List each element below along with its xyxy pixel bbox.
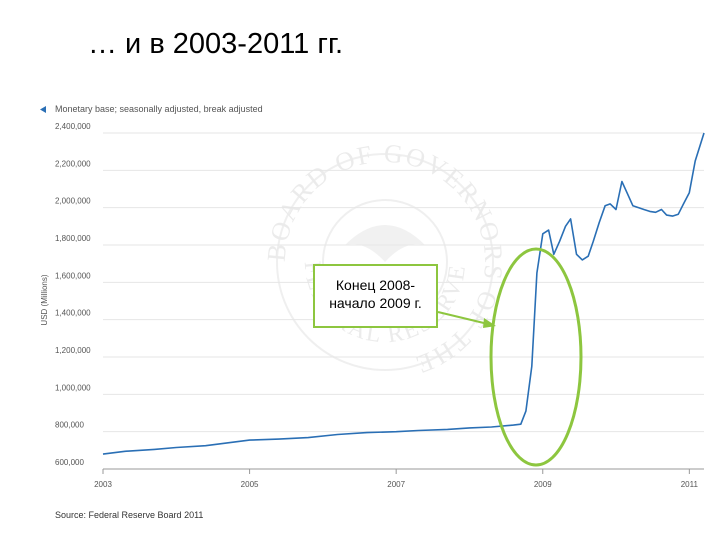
- callout-box: Конец 2008- начало 2009 г.: [313, 264, 438, 328]
- slide-title: … и в 2003-2011 гг.: [88, 28, 344, 60]
- y-tick-label: 2,200,000: [55, 159, 91, 168]
- y-tick-label: 1,400,000: [55, 309, 91, 318]
- y-tick-label: 600,000: [55, 458, 84, 467]
- callout-line-2: начало 2009 г.: [329, 295, 422, 311]
- x-tick-label: 2005: [241, 480, 259, 489]
- y-tick-label: 1,000,000: [55, 383, 91, 392]
- y-tick-label: 2,000,000: [55, 197, 91, 206]
- callout-arrow: [437, 311, 489, 325]
- legend-arrow-icon[interactable]: [40, 106, 46, 113]
- x-tick-label: 2007: [387, 480, 405, 489]
- x-tick-label: 2009: [534, 480, 552, 489]
- x-tick-label: 2011: [681, 480, 699, 489]
- y-tick-label: 2,400,000: [55, 122, 91, 131]
- y-tick-label: 1,600,000: [55, 271, 91, 280]
- highlight-ellipse: [489, 247, 583, 467]
- series-line-monetary-base: [102, 132, 705, 455]
- y-axis-label: USD (Millions): [40, 274, 49, 325]
- callout-line-1: Конец 2008-: [335, 277, 416, 293]
- x-tick-label: 2003: [94, 480, 112, 489]
- source-label: Source: Federal Reserve Board 2011: [55, 510, 203, 520]
- y-tick-label: 1,800,000: [55, 234, 91, 243]
- legend-label: Monetary base; seasonally adjusted, brea…: [55, 104, 263, 114]
- y-tick-label: 800,000: [55, 421, 84, 430]
- y-tick-label: 1,200,000: [55, 346, 91, 355]
- callout-arrowhead: [483, 318, 496, 328]
